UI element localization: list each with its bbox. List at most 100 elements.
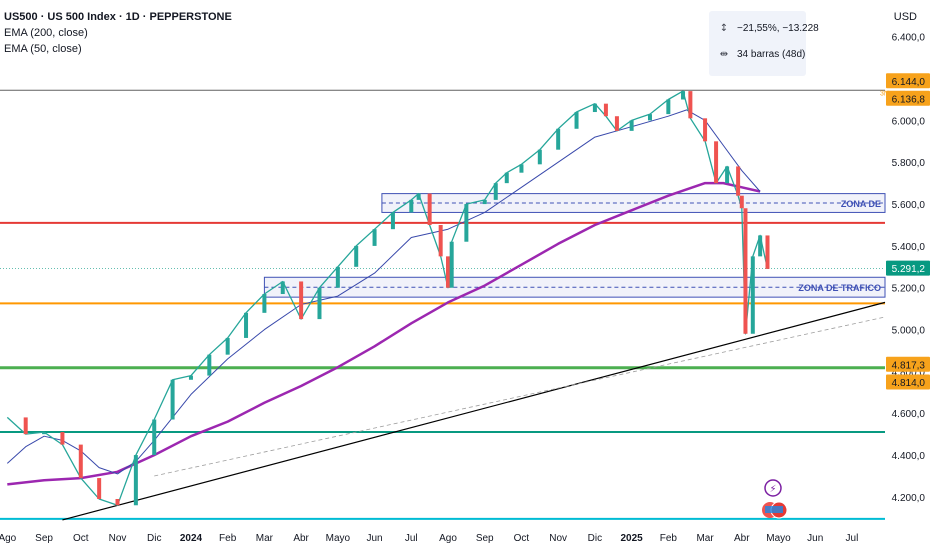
x-tick-label: Ago bbox=[439, 533, 457, 544]
price-candle bbox=[416, 193, 421, 200]
price-candle bbox=[335, 266, 340, 288]
price-candle bbox=[681, 91, 686, 100]
price-candle bbox=[714, 141, 719, 184]
x-tick-label: Oct bbox=[73, 533, 89, 544]
x-tick-label: Mayo bbox=[326, 533, 351, 544]
price-candle bbox=[482, 199, 487, 205]
price-candle bbox=[262, 294, 267, 313]
x-tick-label: Jul bbox=[846, 533, 859, 544]
x-tick-label: Mar bbox=[696, 533, 714, 544]
price-candle bbox=[449, 241, 454, 288]
trendline bbox=[62, 301, 886, 521]
x-tick-label: Jun bbox=[807, 533, 823, 544]
price-badges: 6.144,0 6.136,8 5.291,2 4.817,3 4.814,0 bbox=[886, 73, 930, 390]
price-candle bbox=[464, 204, 469, 242]
trendline bbox=[154, 316, 886, 477]
y-tick-label: 5.000,0 bbox=[892, 326, 926, 337]
price-candle bbox=[743, 208, 748, 334]
event-icons[interactable]: ⚡ bbox=[762, 479, 788, 519]
zone-label: ZONA DE bbox=[841, 199, 881, 209]
price-candle bbox=[493, 183, 498, 200]
price-candle bbox=[188, 375, 193, 380]
price-candle bbox=[629, 120, 634, 131]
level-price-label: 4.814,0 bbox=[892, 378, 926, 389]
price-candle bbox=[409, 199, 414, 213]
y-tick-label: 5.400,0 bbox=[892, 242, 926, 253]
price-candle bbox=[739, 195, 744, 209]
level-price-label: 6.136,8 bbox=[892, 94, 926, 105]
currency-label[interactable]: USD bbox=[893, 11, 917, 23]
annotation-label: 3N bbox=[880, 90, 889, 97]
price-candle bbox=[244, 312, 249, 338]
price-candle bbox=[556, 128, 561, 150]
price-candle bbox=[688, 91, 693, 119]
x-tick-label: 2024 bbox=[180, 533, 203, 544]
y-tick-label: 5.800,0 bbox=[892, 158, 926, 169]
price-candle bbox=[519, 164, 524, 173]
y-tick-label: 4.200,0 bbox=[892, 493, 926, 504]
level-price-label: 4.817,3 bbox=[892, 360, 926, 371]
x-tick-label: Dic bbox=[588, 533, 602, 544]
ema200-legend[interactable]: EMA (200, close) bbox=[4, 27, 88, 39]
y-tick-label: 4.800,0 bbox=[892, 367, 926, 378]
annotations-layer: 3N bbox=[880, 90, 889, 97]
price-candle bbox=[765, 235, 770, 269]
price-candle bbox=[603, 103, 608, 117]
ema200-line bbox=[7, 181, 761, 486]
level-price-label-bg bbox=[886, 73, 930, 89]
flash-glyph-icon: ⚡ bbox=[769, 484, 776, 495]
ema50-line bbox=[6, 109, 761, 475]
y-tick-label: 6.400,0 bbox=[892, 33, 926, 44]
x-tick-label: Mar bbox=[256, 533, 274, 544]
x-tick-label: Oct bbox=[514, 533, 530, 544]
x-tick-label: Nov bbox=[109, 533, 127, 544]
price-candle bbox=[97, 478, 102, 499]
flash-event-icon[interactable] bbox=[764, 479, 782, 497]
price-candle bbox=[280, 281, 285, 295]
x-tick-label: Dic bbox=[147, 533, 161, 544]
price-series-line bbox=[6, 90, 769, 506]
symbol-title[interactable]: US500 · US 500 Index · 1D · PEPPERSTONE bbox=[4, 11, 232, 23]
price-candle bbox=[115, 498, 120, 506]
price-candle bbox=[207, 354, 212, 376]
measure-tooltip: ↕ −21,55%, −13.228 ⇹ 34 barras (48d) bbox=[709, 11, 819, 76]
price-candle bbox=[592, 103, 597, 113]
ema50-legend[interactable]: EMA (50, close) bbox=[4, 43, 82, 55]
time-axis[interactable]: Ago Sep Oct Nov Dic 2024 Feb Mar Abr Mayo Jun Jul Ag… bbox=[0, 533, 858, 544]
level-price-label: 6.144,0 bbox=[892, 77, 926, 88]
x-tick-label: Jun bbox=[367, 533, 383, 544]
price-candle bbox=[42, 432, 47, 435]
x-tick-label: Abr bbox=[293, 533, 309, 544]
price-candle bbox=[703, 118, 708, 142]
price-candle bbox=[317, 287, 322, 320]
price-candle bbox=[390, 212, 395, 230]
level-price-label-bg bbox=[886, 374, 930, 390]
x-tick-label: Jul bbox=[405, 533, 418, 544]
level-price-label-bg bbox=[886, 90, 930, 106]
us-flag-icon bbox=[765, 506, 783, 513]
last-price-label-bg bbox=[886, 260, 930, 276]
zones-layer: ZONA DE ZONA DE TRAFICO bbox=[263, 193, 886, 298]
x-tick-label: Feb bbox=[219, 533, 237, 544]
price-candle bbox=[354, 245, 359, 267]
series-layer bbox=[6, 90, 770, 506]
price-candle bbox=[299, 281, 304, 320]
price-candle bbox=[170, 379, 175, 420]
price-candle bbox=[23, 417, 28, 435]
last-price-label: 5.291,2 bbox=[892, 264, 926, 275]
y-tick-label: 5.200,0 bbox=[892, 284, 926, 295]
y-tick-label: 5.600,0 bbox=[892, 200, 926, 211]
price-candle bbox=[446, 256, 451, 288]
price-candle bbox=[504, 172, 509, 184]
x-tick-label: Sep bbox=[476, 533, 494, 544]
zone-label: ZONA DE TRAFICO bbox=[798, 283, 881, 293]
x-tick-label: Mayo bbox=[766, 533, 791, 544]
y-tick-label: 4.400,0 bbox=[892, 451, 926, 462]
measure-change: −21,55%, −13.228 bbox=[737, 23, 819, 34]
chart-legend: US500 · US 500 Index · 1D · PEPPERSTONE … bbox=[4, 9, 232, 57]
y-tick-label: 4.600,0 bbox=[892, 409, 926, 420]
price-candle bbox=[614, 116, 619, 131]
x-tick-label: Abr bbox=[734, 533, 750, 544]
price-candle bbox=[438, 224, 443, 257]
